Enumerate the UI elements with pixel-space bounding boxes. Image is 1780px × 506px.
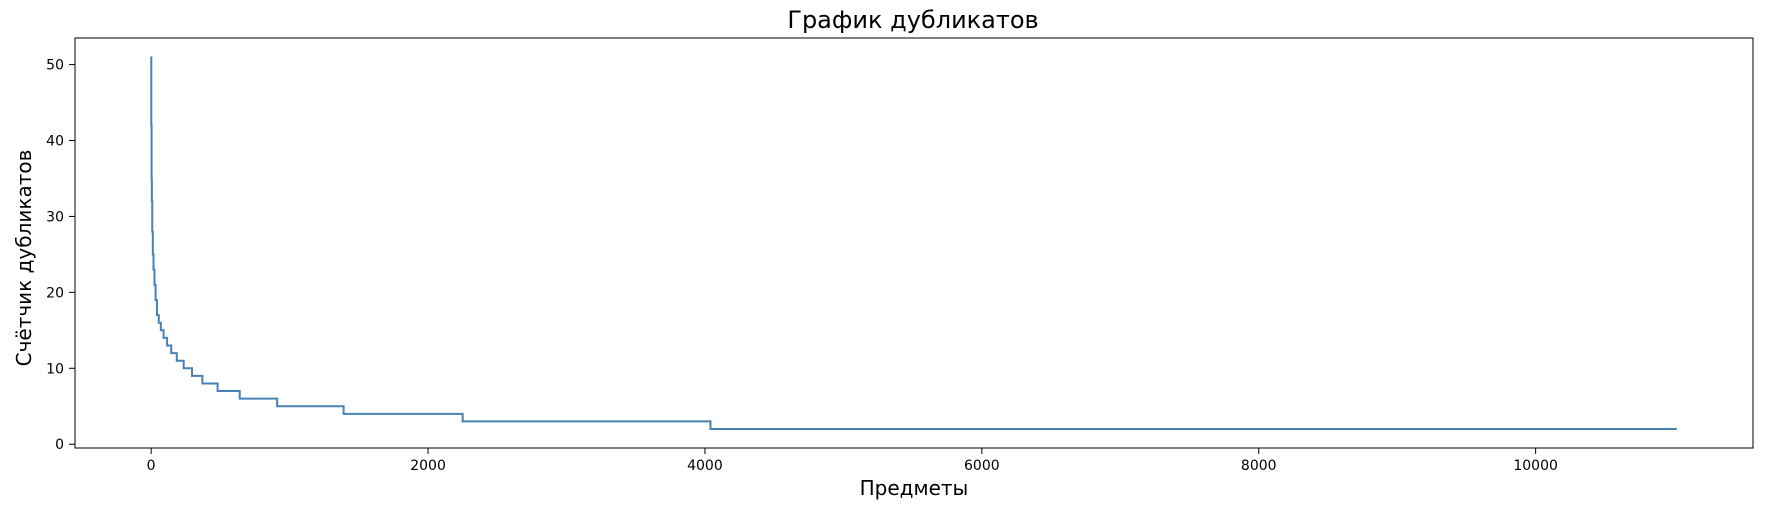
x-axis-label: Предметы — [860, 476, 969, 500]
y-axis-ticks: 0 10 20 30 40 50 — [46, 58, 75, 453]
plot-area — [74, 37, 1754, 449]
y-tick-label: 40 — [46, 134, 64, 150]
x-tick-label: 2000 — [410, 458, 446, 474]
y-tick-label: 10 — [46, 361, 64, 377]
chart-title: График дубликатов — [787, 6, 1038, 34]
x-tick-label: 4000 — [687, 458, 723, 474]
y-tick-label: 0 — [55, 437, 64, 453]
x-axis-ticks: 0 2000 4000 6000 8000 10000 — [147, 448, 1558, 474]
x-tick-label: 8000 — [1241, 458, 1277, 474]
series-line-0 — [150, 55, 1677, 431]
y-axis-label: Счётчик дубликатов — [12, 150, 36, 367]
y-tick-label: 20 — [46, 285, 64, 301]
x-tick-label: 0 — [147, 458, 156, 474]
y-tick-label: 30 — [46, 209, 64, 225]
x-tick-label: 6000 — [964, 458, 1000, 474]
plot-frame — [74, 37, 1754, 449]
x-tick-label: 10000 — [1513, 458, 1558, 474]
y-tick-label: 50 — [46, 58, 64, 74]
